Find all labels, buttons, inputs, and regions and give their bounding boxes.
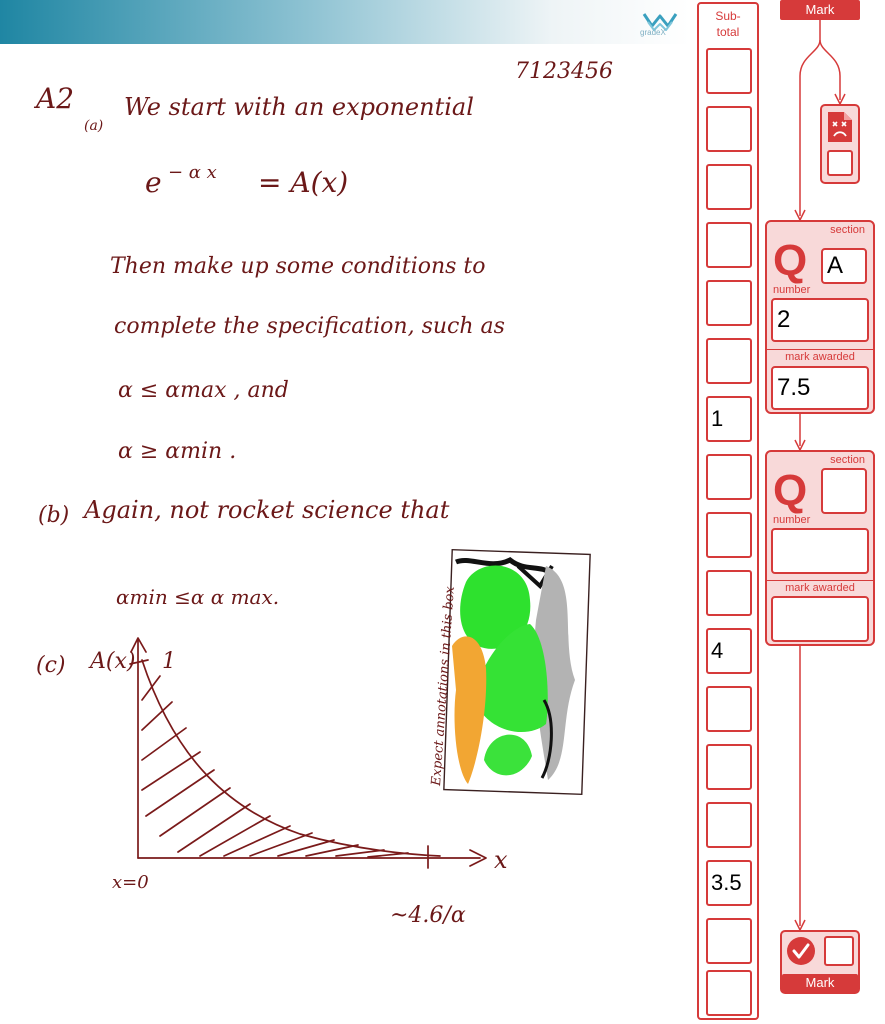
subtotal-box[interactable]: [706, 802, 752, 848]
x-end-label: ~4.6/α: [390, 903, 466, 928]
inequality: αmin ≤α α max.: [116, 585, 279, 609]
section-input[interactable]: [821, 468, 867, 514]
q-icon: Q: [773, 466, 808, 515]
x-axis-label: x: [494, 846, 508, 874]
subtotal-box[interactable]: [706, 454, 752, 500]
gradex-logo-icon: [642, 13, 678, 31]
subtotal-box[interactable]: [706, 918, 752, 964]
hatching: [141, 675, 409, 858]
subtotal-box[interactable]: [706, 222, 752, 268]
finish-mark-box: Mark: [780, 930, 860, 994]
number-input[interactable]: 2: [771, 298, 869, 342]
bad-page-box: [820, 104, 860, 184]
condition-2: α ≥ αmin .: [118, 439, 236, 464]
subtotal-box[interactable]: 3.5: [706, 860, 752, 906]
subtotal-box[interactable]: 4: [706, 628, 752, 674]
subtotal-box[interactable]: [706, 164, 752, 210]
line-4: Again, not rocket science that: [82, 496, 450, 524]
x-axis: [137, 849, 487, 867]
annotation-box: Expect annotations in this box: [429, 548, 591, 796]
section-label: section: [830, 454, 865, 466]
subtotal-header-line-1: Sub-: [715, 9, 741, 23]
subtotal-box[interactable]: [706, 338, 752, 384]
subtotal-box[interactable]: [706, 744, 752, 790]
header-bar: [0, 0, 690, 44]
question-panel-1: section Q A number 2 mark awarded 7.5: [765, 220, 875, 414]
question-label: A2: [33, 82, 74, 115]
subtotal-box[interactable]: [706, 970, 752, 1016]
y-axis-label: A(x): [88, 649, 135, 674]
line-1: We start with an exponential: [124, 93, 474, 121]
subtotal-box[interactable]: [706, 686, 752, 732]
decay-curve: [141, 659, 441, 857]
subtotal-box[interactable]: [706, 106, 752, 152]
equation-rhs: = A(x): [258, 166, 348, 199]
section-input[interactable]: A: [821, 248, 867, 284]
line-2: Then make up some conditions to: [110, 254, 486, 279]
check-circle-icon[interactable]: [786, 936, 816, 966]
line-3: complete the specification, such as: [114, 314, 505, 339]
mark-awarded-label: mark awarded: [785, 351, 855, 363]
bad-page-checkbox[interactable]: [827, 150, 853, 176]
sad-page-icon[interactable]: [826, 110, 854, 144]
subtotal-box[interactable]: 1: [706, 396, 752, 442]
number-label: number: [773, 284, 811, 296]
student-id: 7123456: [515, 59, 613, 84]
exam-sheet: 7123456 A2 (a) We start with an exponent…: [33, 59, 613, 928]
subtotal-header: Sub- total: [699, 8, 757, 40]
bottom-mark-button[interactable]: Mark: [782, 974, 858, 992]
subtotal-column: Sub- total 1 4 3.5: [697, 2, 759, 1020]
logo-text: gradeX: [640, 28, 666, 37]
number-label: number: [773, 514, 811, 526]
condition-1: α ≤ αmax , and: [118, 378, 289, 403]
equation-exponent: − α x: [168, 162, 217, 183]
part-c-label: (c): [36, 653, 66, 678]
mark-awarded-label: mark awarded: [785, 582, 855, 594]
part-a-label: (a): [84, 118, 103, 134]
y-tick-label: 1: [162, 649, 176, 674]
question-panel-2: section Q number mark awarded: [765, 450, 875, 646]
subtotal-header-line-2: total: [716, 25, 740, 39]
q-icon: Q: [773, 236, 808, 285]
subtotal-box[interactable]: [706, 570, 752, 616]
section-label: section: [830, 224, 865, 236]
part-b-label: (b): [38, 503, 69, 528]
subtotal-box[interactable]: [706, 280, 752, 326]
subtotal-box[interactable]: [706, 48, 752, 94]
subtotal-box[interactable]: [706, 512, 752, 558]
equation-lhs: e: [145, 166, 162, 199]
y-axis: [129, 637, 149, 859]
mark-awarded-input[interactable]: 7.5: [771, 366, 869, 410]
number-input[interactable]: [771, 528, 869, 574]
mark-awarded-input[interactable]: [771, 596, 869, 642]
finish-checkbox[interactable]: [824, 936, 854, 966]
x-origin-label: x=0: [112, 872, 149, 893]
top-mark-button[interactable]: Mark: [780, 0, 860, 20]
